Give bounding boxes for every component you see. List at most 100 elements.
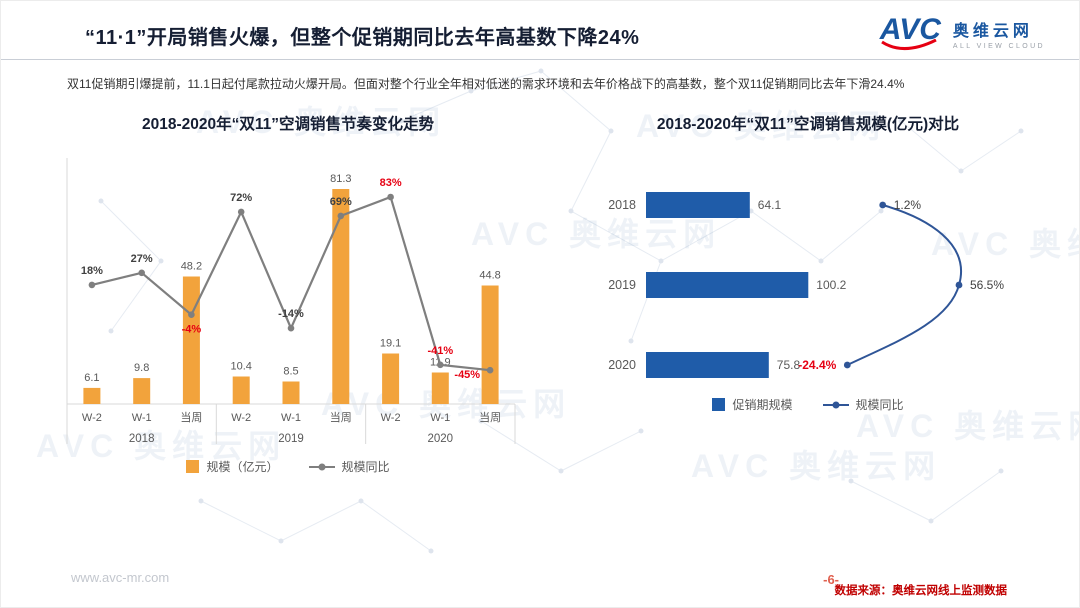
line-swatch-icon [308, 463, 335, 470]
bars [646, 192, 809, 378]
svg-text:2018: 2018 [608, 198, 636, 212]
yoy-markers [843, 201, 963, 369]
svg-text:2020: 2020 [608, 358, 636, 372]
svg-text:19.1: 19.1 [380, 338, 401, 350]
svg-text:69%: 69% [330, 196, 352, 208]
scale-bar [646, 272, 809, 298]
scale-bar [481, 285, 499, 404]
svg-text:48.2: 48.2 [181, 261, 202, 273]
bar-value-labels: 64.1 100.2 75.8 [758, 198, 847, 372]
subtitle-text: 双11促销期引爆提前，11.1日起付尾款拉动火爆开局。但面对整个行业全年相对低迷… [67, 77, 905, 91]
logo-en-text: ALL VIEW CLOUD [952, 42, 1045, 50]
legend-label: 规模（亿元） [206, 460, 279, 474]
scale-bar [382, 353, 400, 404]
svg-text:W-2: W-2 [82, 412, 102, 424]
svg-text:2020: 2020 [428, 433, 454, 445]
legend-item-line: 规模同比 [822, 396, 904, 413]
scale-bar [431, 372, 449, 404]
svg-text:W-2: W-2 [381, 412, 401, 424]
logo-cn-text: 奥维云网 [952, 22, 1033, 40]
footer-data-source: 数据来源：奥维云网线上监测数据 [834, 585, 1008, 597]
logo-text-block: 奥维云网 ALL VIEW CLOUD [953, 17, 1045, 50]
left-chart-legend: 规模（亿元） 规模同比 [41, 458, 535, 475]
footer-page-number: -6- [823, 572, 839, 587]
legend-item-bar: 促销期规模 [712, 396, 793, 413]
avc-logo: AVC 奥维云网 ALL VIEW CLOUD [880, 15, 1045, 51]
header-divider [1, 59, 1079, 60]
chart-right-panel: 2018-2020年“双11”空调销售规模(亿元)对比 2018 2019 2020… [561, 98, 1055, 475]
scale-bar [332, 189, 350, 404]
bars [83, 189, 499, 404]
rhythm-chart-svg: 6.19.848.210.48.581.319.111.944.8W-2W-1当… [66, 158, 516, 445]
legend-label: 规模同比 [341, 460, 390, 474]
header: “11·1”开局销售火爆，但整个促销期同比去年高基数下降24% AVC 奥维云网… [1, 1, 1079, 51]
svg-text:当周: 当周 [180, 410, 202, 424]
svg-text:72%: 72% [230, 192, 252, 204]
year-labels: 2018 2019 2020 [129, 433, 453, 445]
scale-bar [646, 352, 769, 378]
avc-logo-letters: AVC [880, 15, 941, 51]
yoy-curve [846, 204, 962, 366]
right-chart-title: 2018-2020年“双11”空调销售规模(亿元)对比 [656, 116, 960, 133]
svg-text:-4%: -4% [182, 324, 202, 336]
right-chart-legend: 促销期规模 规模同比 [561, 396, 1055, 413]
svg-text:2019: 2019 [608, 278, 636, 292]
yoy-labels: 18% 27% -4% 72% -14% 69% 83% -41%-45% [81, 177, 480, 381]
chart-left-panel: 2018-2020年“双11”空调销售节奏变化走势 6.1 9.8 48.2 10.4… [41, 98, 535, 475]
scale-bar [646, 192, 750, 218]
svg-text:-41%: -41% [427, 345, 453, 357]
scale-bar [133, 378, 151, 404]
legend-label: 规模同比 [855, 398, 904, 412]
bar-swatch-icon [712, 398, 726, 411]
left-chart-title: 2018-2020年“双11”空调销售节奏变化走势 [141, 116, 434, 133]
line-swatch-icon [822, 401, 849, 408]
svg-text:W-2: W-2 [231, 412, 251, 424]
svg-text:64.1: 64.1 [758, 198, 782, 212]
svg-text:56.5%: 56.5% [970, 278, 1004, 292]
svg-text:2019: 2019 [278, 433, 304, 445]
scale-bar [83, 387, 101, 404]
svg-text:8.5: 8.5 [283, 366, 298, 378]
svg-text:-14%: -14% [278, 308, 304, 320]
svg-text:83%: 83% [380, 177, 402, 189]
left-chart: 6.19.848.210.48.581.319.111.944.8W-2W-1当… [41, 136, 535, 454]
svg-text:当周: 当周 [479, 410, 501, 424]
scale-bar [182, 276, 200, 404]
footer-website: www.avc-mr.com [71, 570, 170, 585]
right-chart: 2018 2019 2020 64.1 100.2 75.8 1.2% 56.5% -24.4% [561, 160, 1055, 392]
scale-compare-chart-svg: 2018 2019 2020 64.1 100.2 75.8 1.2% 56.5% -24.4% [608, 192, 1004, 378]
svg-text:18%: 18% [81, 265, 103, 277]
svg-text:6.1: 6.1 [84, 372, 99, 384]
svg-text:81.3: 81.3 [330, 173, 351, 185]
yoy-labels: 1.2% 56.5% -24.4% [798, 198, 1004, 372]
legend-item-line: 规模同比 [308, 458, 390, 475]
svg-text:44.8: 44.8 [479, 270, 500, 282]
svg-text:当周: 当周 [330, 410, 352, 424]
svg-text:10.4: 10.4 [230, 361, 251, 373]
avc-swoosh-icon [880, 39, 937, 50]
svg-text:2018: 2018 [129, 433, 155, 445]
svg-text:27%: 27% [131, 253, 153, 265]
svg-text:75.8: 75.8 [777, 358, 801, 372]
svg-text:W-1: W-1 [132, 412, 152, 424]
svg-text:W-1: W-1 [281, 412, 301, 424]
svg-text:9.8: 9.8 [134, 362, 149, 374]
yoy-markers [88, 193, 494, 374]
scale-bar [282, 381, 300, 404]
svg-text:-24.4%: -24.4% [798, 358, 836, 372]
svg-text:-45%: -45% [454, 369, 480, 381]
legend-label: 促销期规模 [732, 398, 793, 412]
category-labels: W-2 W-1 当周 W-2 W-1 当周 W-2 W-1 当周 [82, 410, 501, 424]
page-title: “11·1”开局销售火爆，但整个促销期同比去年高基数下降24% [85, 27, 640, 49]
avc-text: AVC [879, 13, 941, 46]
legend-item-bar: 规模（亿元） [186, 458, 279, 475]
year-labels: 2018 2019 2020 [608, 198, 636, 372]
bar-value-labels: 6.19.848.210.48.581.319.111.944.8 [84, 173, 501, 384]
svg-text:W-1: W-1 [430, 412, 450, 424]
charts-row: 2018-2020年“双11”空调销售节奏变化走势 6.1 9.8 48.2 10.4… [41, 98, 1055, 475]
bar-swatch-icon [186, 460, 200, 473]
svg-text:1.2%: 1.2% [894, 198, 922, 212]
svg-text:100.2: 100.2 [816, 278, 846, 292]
